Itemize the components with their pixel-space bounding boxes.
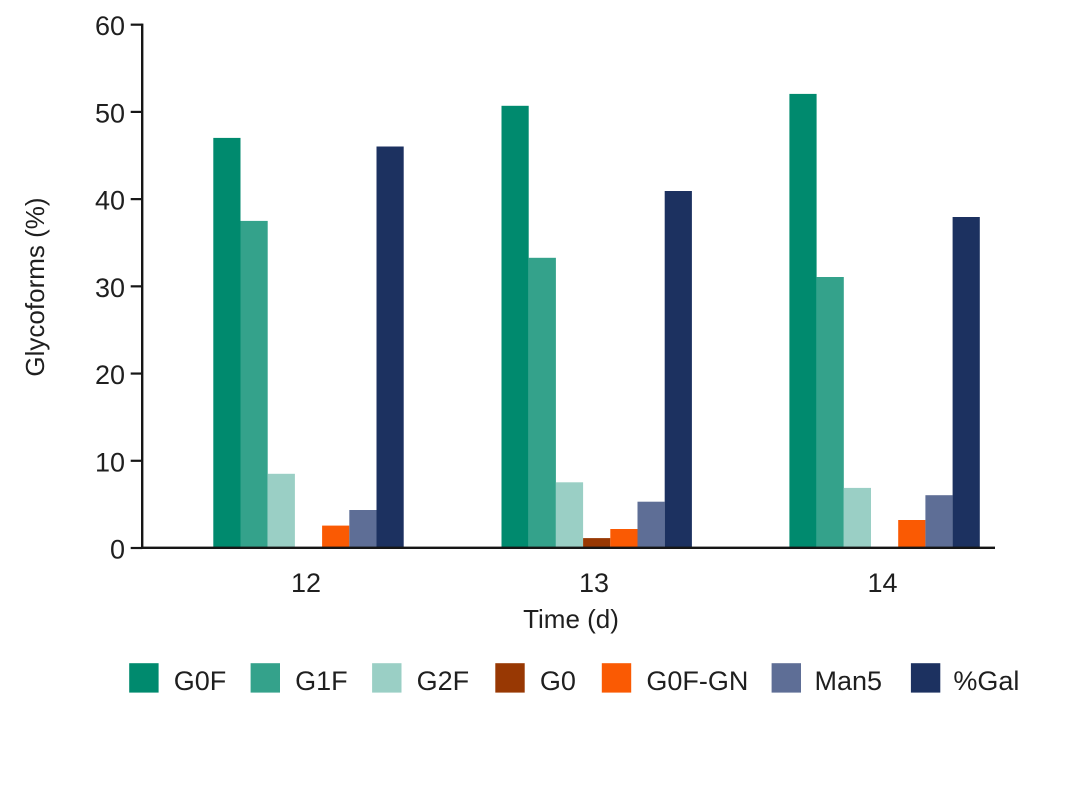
svg-text:G0F: G0F [174,666,227,696]
svg-text:40: 40 [95,186,125,216]
svg-text:12: 12 [291,568,321,598]
svg-text:%Gal: %Gal [953,666,1019,696]
svg-text:Glycoforms (%): Glycoforms (%) [20,197,50,376]
svg-text:0: 0 [110,535,125,565]
svg-text:50: 50 [95,98,125,128]
svg-text:30: 30 [95,273,125,303]
svg-text:G1F: G1F [295,666,348,696]
svg-text:13: 13 [579,568,609,598]
svg-text:Time (d): Time (d) [523,604,619,634]
svg-text:Man5: Man5 [815,666,883,696]
svg-text:G0: G0 [540,666,576,696]
svg-text:20: 20 [95,360,125,390]
svg-text:14: 14 [867,568,897,598]
svg-text:60: 60 [95,11,125,41]
svg-text:10: 10 [95,447,125,477]
svg-text:G0F-GN: G0F-GN [646,666,748,696]
svg-text:G2F: G2F [417,666,470,696]
